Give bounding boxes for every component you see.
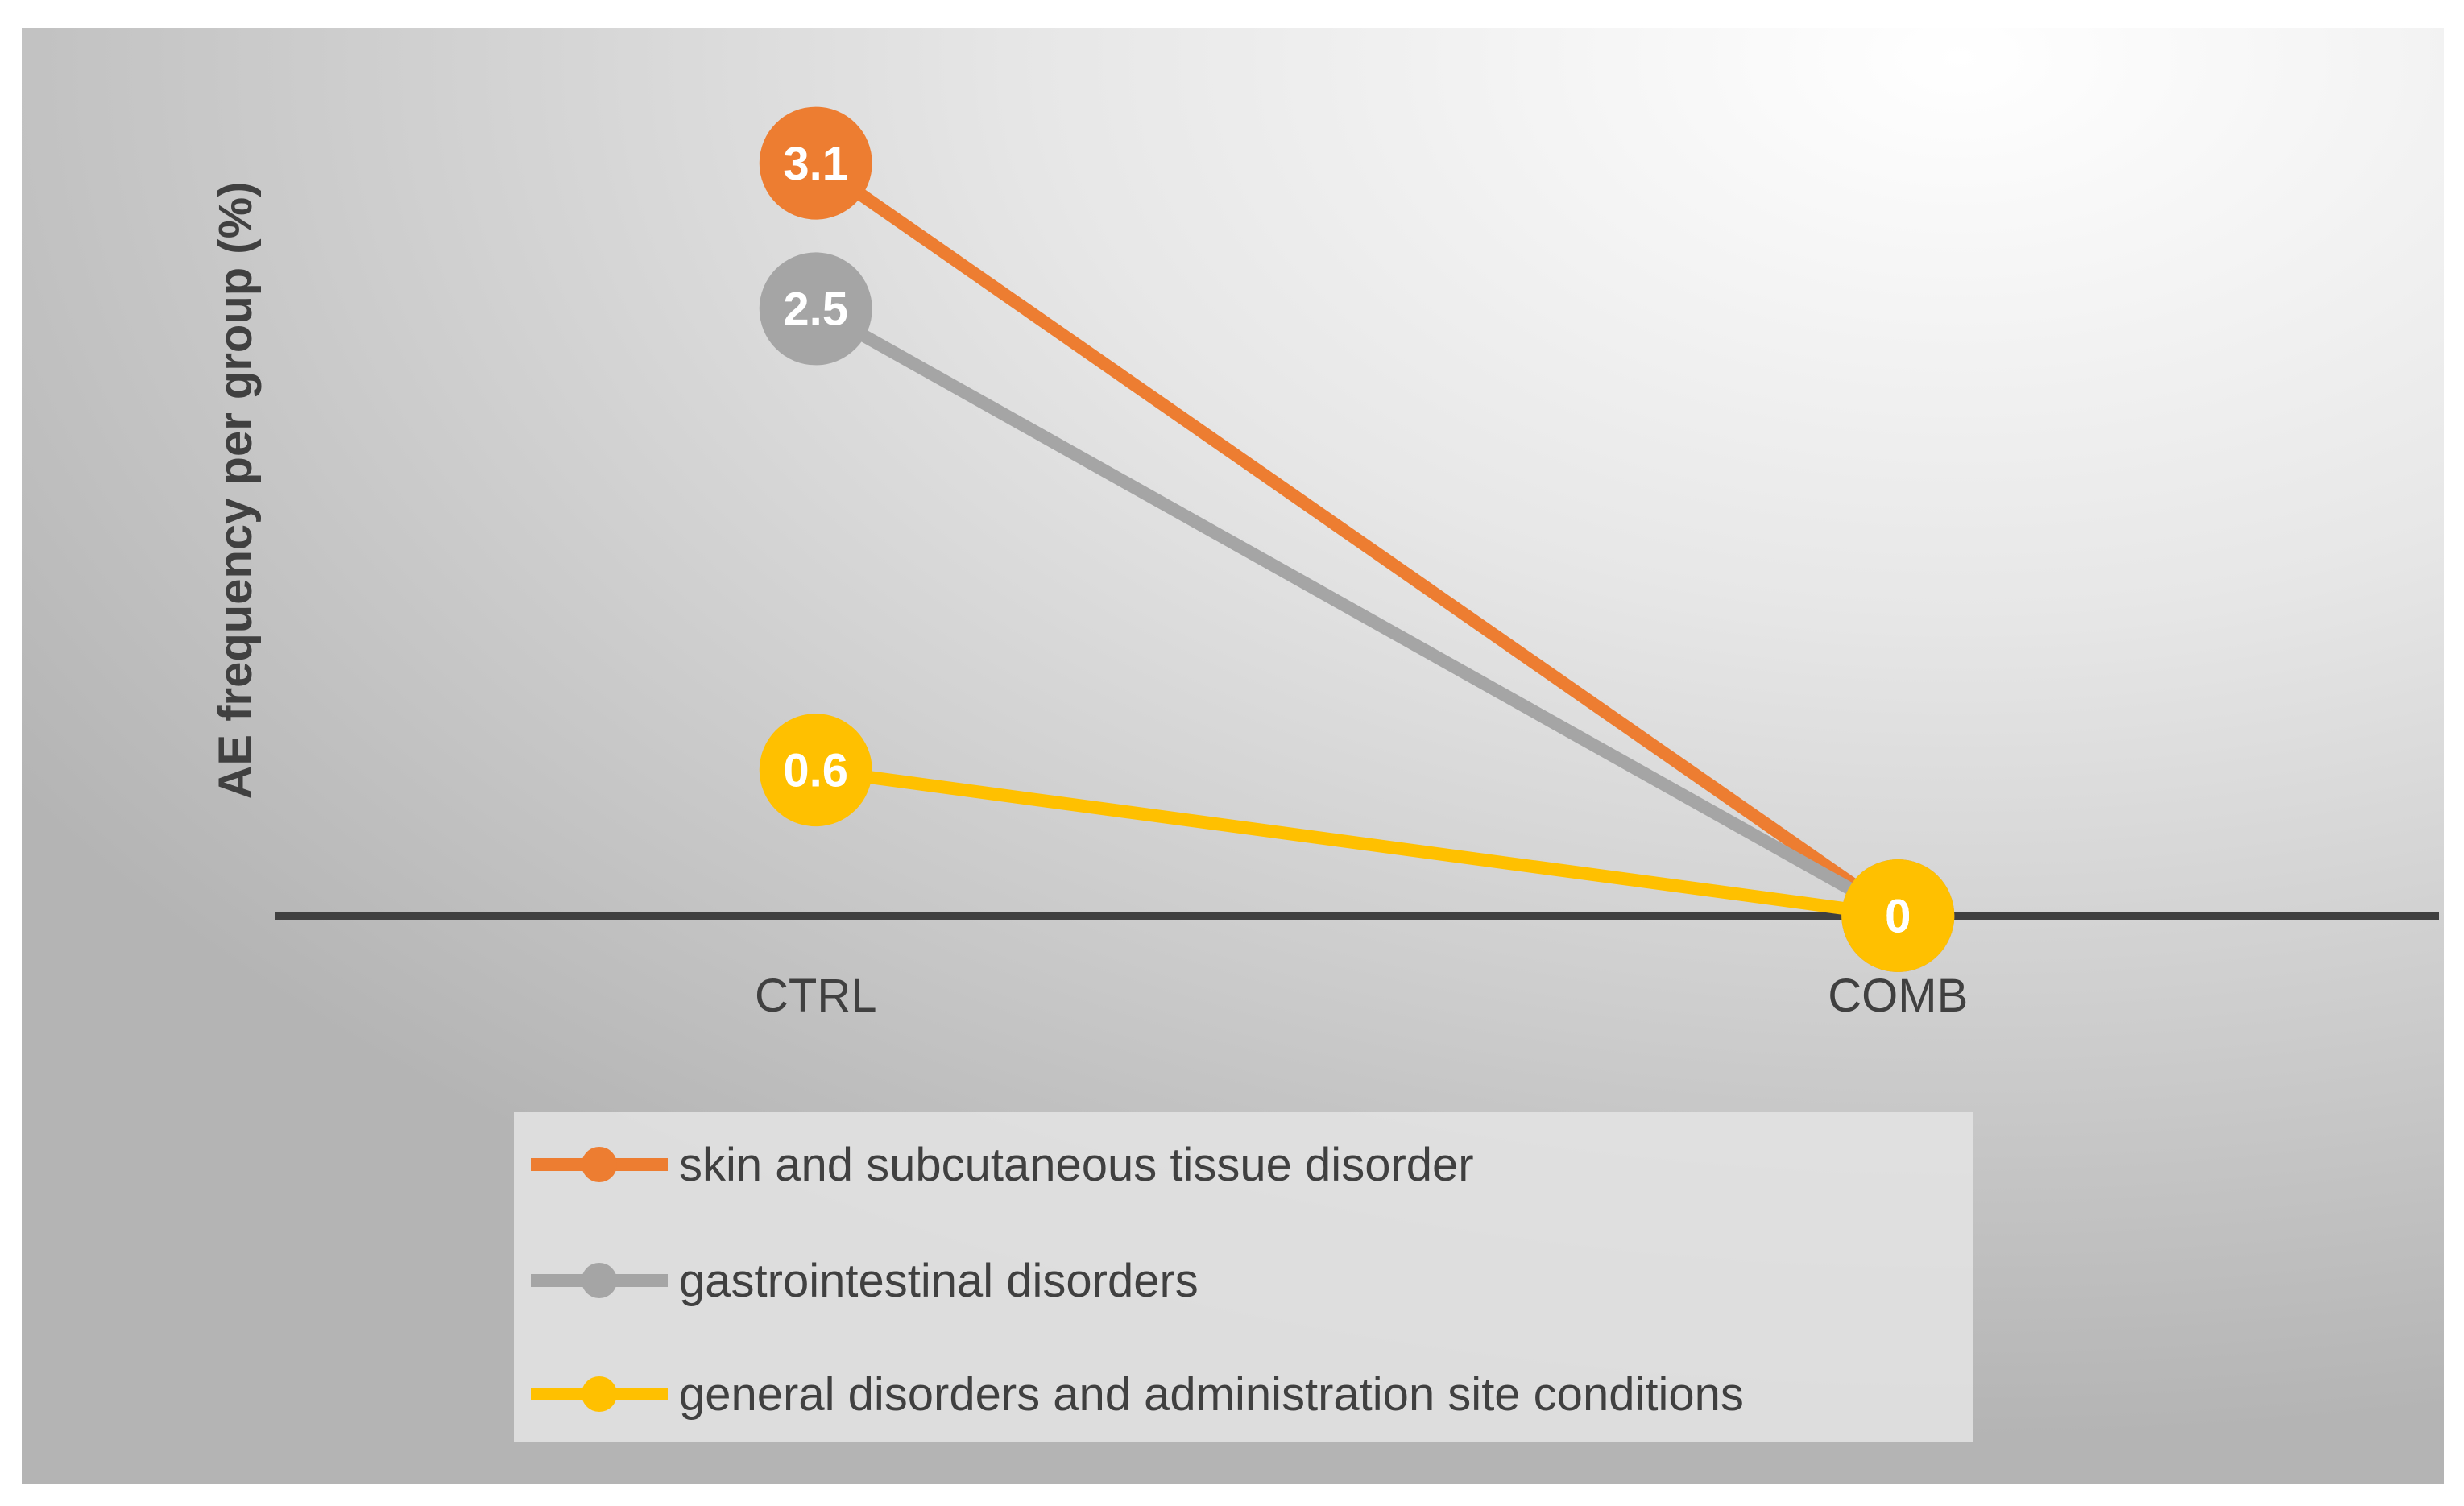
legend: skin and subcutaneous tissue disorder ga…: [514, 1112, 1973, 1442]
data-point-marker-comb: [1841, 859, 1955, 972]
series-line: [809, 763, 1905, 922]
x-axis-category-labels: CTRL COMB: [755, 970, 1968, 1022]
x-tick-label-ctrl: CTRL: [755, 970, 876, 1022]
data-point-marker-ctrl: [759, 714, 872, 827]
legend-label: general disorders and administration sit…: [679, 1368, 1744, 1421]
x-tick-label-comb: COMB: [1828, 970, 1968, 1022]
data-label-ctrl: 2.5: [783, 283, 848, 336]
data-point-marker-ctrl: [759, 252, 872, 366]
series-line: [809, 156, 1905, 922]
legend-entry: gastrointestinal disorders: [531, 1255, 1199, 1307]
legend-marker-swatch: [582, 1376, 617, 1412]
legend-label: gastrointestinal disorders: [679, 1255, 1199, 1307]
series-line: [809, 302, 1905, 922]
legend-marker-swatch: [582, 1147, 617, 1182]
legend-entry: general disorders and administration sit…: [531, 1368, 1744, 1421]
data-label-ctrl: 0.6: [783, 744, 848, 796]
legend-marker-swatch: [582, 1263, 617, 1298]
legend-entry: skin and subcutaneous tissue disorder: [531, 1139, 1474, 1191]
y-axis-title: AE frequency per group (%): [209, 182, 262, 800]
data-label-ctrl: 3.1: [783, 138, 848, 190]
series-layer: [759, 106, 1955, 972]
series-general-disorders-and-administration-site-conditions: [759, 714, 1955, 972]
legend-background: [514, 1112, 1973, 1442]
data-label-comb: 0: [1885, 890, 1911, 942]
legend-label: skin and subcutaneous tissue disorder: [679, 1139, 1474, 1191]
data-point-marker-ctrl: [759, 106, 872, 220]
data-label-comb: 0: [1885, 890, 1911, 942]
data-label-comb: 0: [1885, 890, 1911, 942]
data-labels-layer: 3.102.500.60: [783, 138, 1911, 942]
